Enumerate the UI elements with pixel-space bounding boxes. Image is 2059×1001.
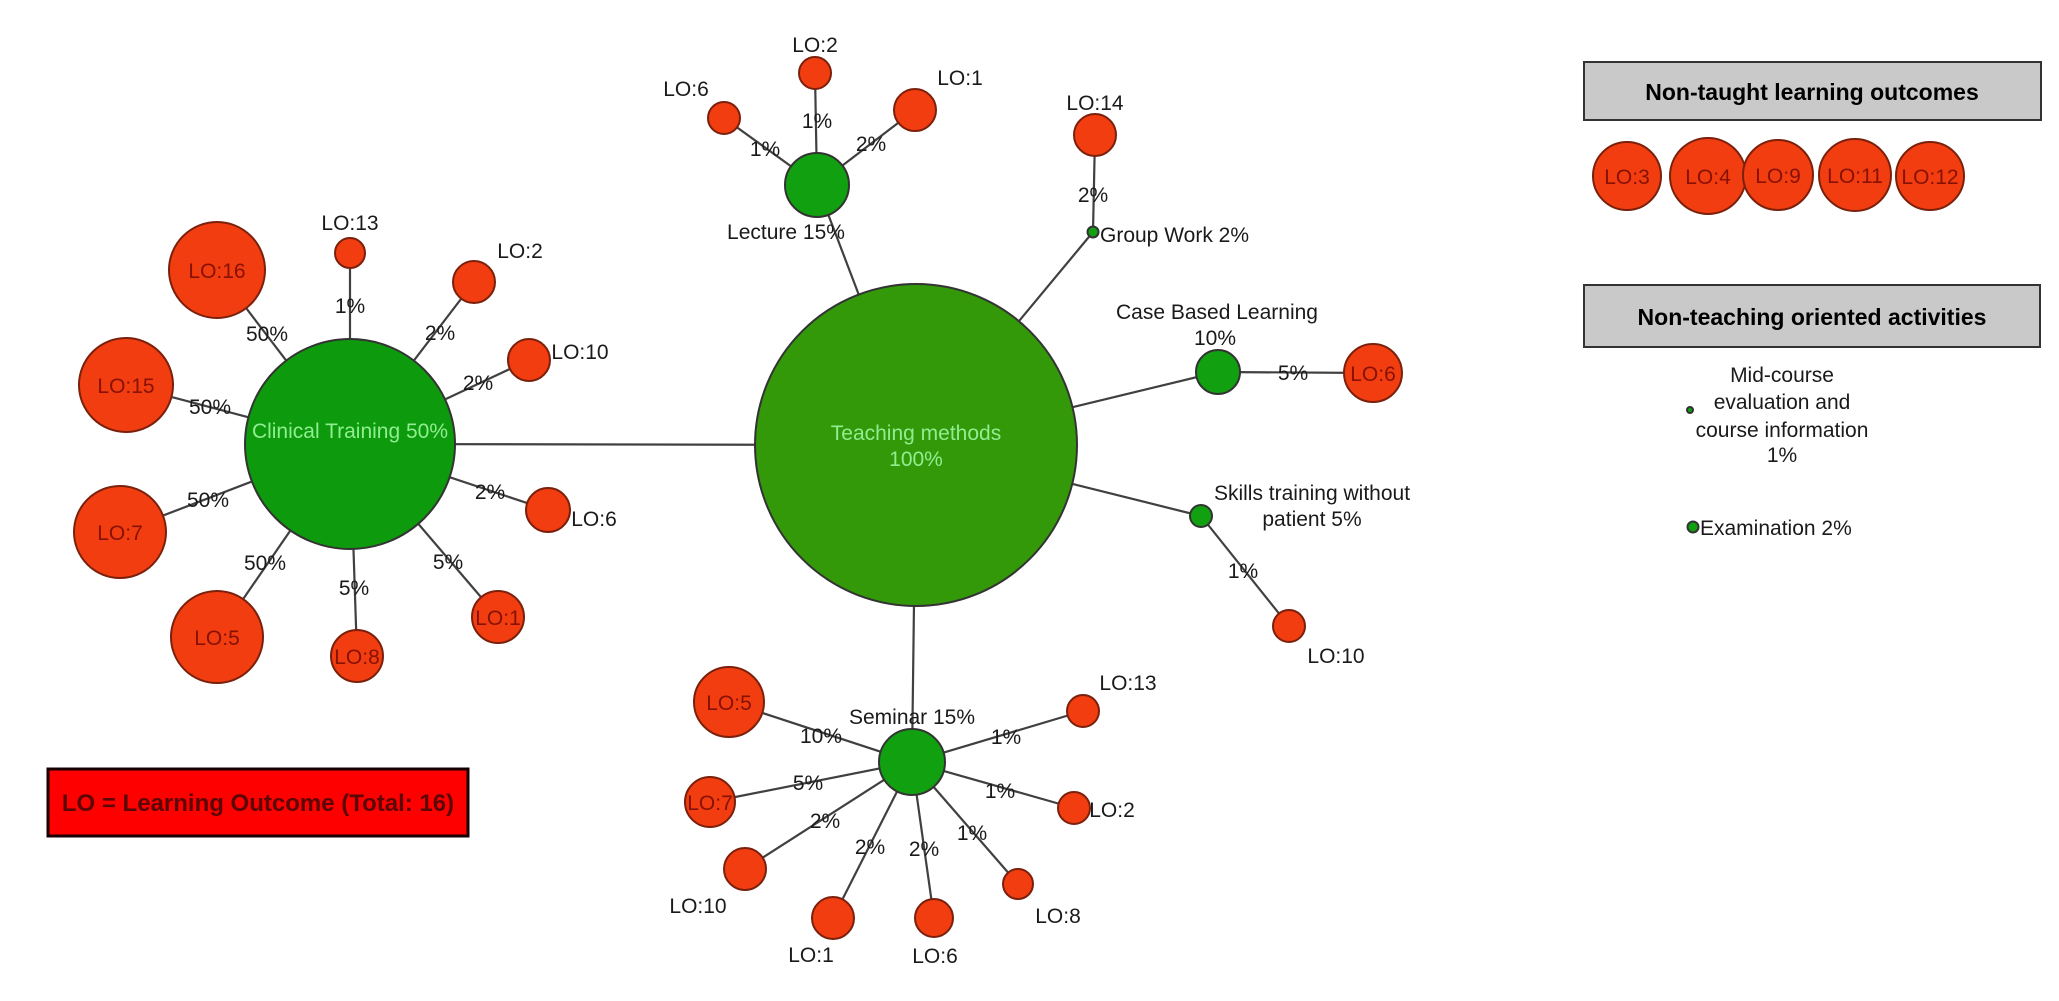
svg-text:LO:1: LO:1: [475, 607, 521, 630]
svg-text:Non-teaching oriented activiti: Non-teaching oriented activities: [1638, 304, 1987, 330]
svg-text:50%: 50%: [246, 323, 288, 346]
svg-text:10%: 10%: [800, 725, 842, 748]
svg-text:1%: 1%: [1767, 444, 1797, 467]
svg-text:LO:10: LO:10: [1307, 645, 1364, 668]
svg-text:LO = Learning Outcome (Total:: LO = Learning Outcome (Total: 16): [62, 790, 454, 817]
svg-text:LO:6: LO:6: [571, 508, 617, 531]
svg-text:2%: 2%: [855, 836, 885, 859]
svg-text:LO:6: LO:6: [663, 78, 709, 101]
svg-text:LO:2: LO:2: [497, 240, 543, 263]
svg-text:LO:8: LO:8: [334, 646, 380, 669]
svg-text:50%: 50%: [189, 396, 231, 419]
svg-text:Group Work 2%: Group Work 2%: [1100, 224, 1249, 247]
svg-text:LO:5: LO:5: [706, 692, 752, 715]
svg-text:LO:12: LO:12: [1901, 166, 1958, 189]
svg-text:LO:13: LO:13: [321, 212, 378, 235]
svg-text:LO:16: LO:16: [188, 260, 245, 283]
svg-text:1%: 1%: [750, 138, 780, 161]
svg-text:Mid-course: Mid-course: [1730, 364, 1834, 387]
svg-text:LO:1: LO:1: [788, 944, 834, 967]
svg-text:5%: 5%: [433, 551, 463, 574]
svg-text:LO:6: LO:6: [912, 945, 958, 968]
svg-text:Seminar 15%: Seminar 15%: [849, 706, 975, 729]
svg-text:LO:11: LO:11: [1827, 165, 1883, 188]
svg-text:2%: 2%: [425, 322, 455, 345]
svg-text:LO:2: LO:2: [792, 34, 838, 57]
svg-text:50%: 50%: [187, 489, 229, 512]
svg-text:LO:2: LO:2: [1089, 799, 1135, 822]
svg-text:Skills training without: Skills training without: [1214, 482, 1410, 505]
svg-text:LO:5: LO:5: [194, 627, 240, 650]
svg-text:Lecture 15%: Lecture 15%: [727, 221, 845, 244]
svg-text:1%: 1%: [991, 726, 1021, 749]
svg-text:2%: 2%: [810, 810, 840, 833]
svg-text:evaluation and: evaluation and: [1714, 391, 1851, 414]
svg-text:Clinical Training 50%: Clinical Training 50%: [252, 420, 448, 443]
svg-text:1%: 1%: [957, 822, 987, 845]
svg-text:course information: course information: [1696, 419, 1869, 442]
svg-text:LO:13: LO:13: [1099, 672, 1156, 695]
svg-text:Case Based Learning: Case Based Learning: [1116, 301, 1318, 324]
svg-text:LO:7: LO:7: [97, 522, 143, 545]
svg-text:2%: 2%: [475, 481, 505, 504]
svg-text:50%: 50%: [244, 552, 286, 575]
svg-text:10%: 10%: [1194, 327, 1236, 350]
svg-text:100%: 100%: [889, 448, 943, 471]
svg-text:LO:15: LO:15: [97, 375, 154, 398]
svg-text:5%: 5%: [1278, 362, 1308, 385]
svg-text:1%: 1%: [335, 295, 365, 318]
svg-text:LO:6: LO:6: [1350, 363, 1396, 386]
svg-text:patient 5%: patient 5%: [1262, 508, 1361, 531]
svg-text:Non-taught learning outcomes: Non-taught learning outcomes: [1645, 79, 1979, 105]
svg-text:LO:10: LO:10: [551, 341, 608, 364]
svg-text:LO:9: LO:9: [1755, 165, 1801, 188]
svg-text:Examination 2%: Examination 2%: [1700, 517, 1852, 540]
svg-text:LO:8: LO:8: [1035, 905, 1081, 928]
svg-text:5%: 5%: [339, 577, 369, 600]
svg-text:LO:14: LO:14: [1066, 92, 1124, 115]
svg-text:LO:4: LO:4: [1685, 166, 1731, 189]
svg-text:1%: 1%: [802, 110, 832, 133]
svg-text:2%: 2%: [1078, 184, 1108, 207]
svg-text:2%: 2%: [856, 133, 886, 156]
svg-text:1%: 1%: [1228, 560, 1258, 583]
svg-text:1%: 1%: [985, 780, 1015, 803]
svg-text:LO:3: LO:3: [1604, 166, 1650, 189]
svg-text:LO:10: LO:10: [669, 895, 726, 918]
svg-text:LO:7: LO:7: [687, 792, 733, 815]
svg-text:2%: 2%: [463, 372, 493, 395]
svg-text:Teaching methods: Teaching methods: [831, 422, 1001, 445]
svg-text:5%: 5%: [793, 772, 823, 795]
svg-text:2%: 2%: [909, 838, 939, 861]
svg-text:LO:1: LO:1: [937, 67, 983, 90]
